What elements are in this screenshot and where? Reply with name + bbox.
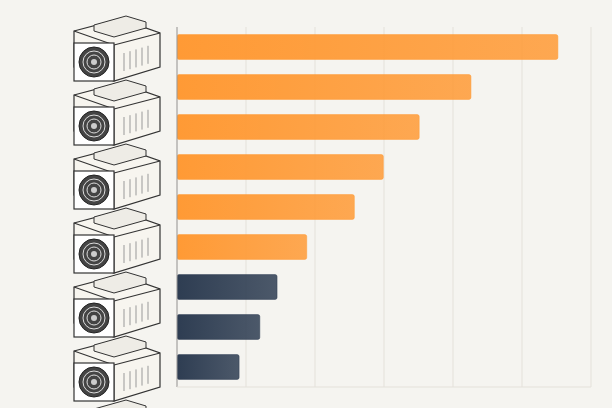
miner-fan-hub (91, 379, 97, 385)
axis-line (177, 27, 178, 387)
miner-fan-ring (83, 307, 105, 329)
miner-vent (136, 177, 137, 195)
miner-icon (74, 272, 160, 337)
miner-vent (148, 302, 149, 320)
miner-fan-ring (87, 311, 101, 325)
miner-psu (94, 336, 146, 357)
miner-vent (130, 307, 131, 325)
miner-face (74, 235, 114, 273)
grid-line (177, 27, 178, 387)
miner-vent (130, 115, 131, 133)
miner-vent (136, 113, 137, 131)
bar (177, 195, 354, 220)
miner-vent (142, 304, 143, 322)
miner-vent (124, 245, 125, 263)
miner-fan-hub (91, 315, 97, 321)
miner-vent (130, 51, 131, 69)
miner-fan (79, 111, 109, 141)
miner-psu (94, 144, 146, 165)
bar (177, 275, 277, 300)
miner-psu (94, 16, 146, 37)
miner-fan-ring (87, 247, 101, 261)
miner-vent (136, 305, 137, 323)
miner-fan (79, 47, 109, 77)
miner-vent (148, 174, 149, 192)
miner-fan-hub (91, 187, 97, 193)
miner-icon (74, 16, 160, 81)
chart (0, 0, 612, 408)
miner-fan-ring (83, 179, 105, 201)
miner-vent (142, 112, 143, 130)
miner-fan-ring (83, 115, 105, 137)
miner-fan (79, 239, 109, 269)
miner-psu (94, 208, 146, 229)
miner-vent (130, 371, 131, 389)
grid-line (522, 27, 523, 387)
miner-fan (79, 175, 109, 205)
miner-vent (136, 49, 137, 67)
miner-face (74, 299, 114, 337)
miner-face (74, 363, 114, 401)
miner-icon (74, 336, 160, 401)
bar (177, 355, 239, 380)
miner-fan-ring (83, 243, 105, 265)
miner-edge (74, 95, 160, 145)
miner-fan-hub (91, 123, 97, 129)
miner-edge (74, 223, 160, 273)
miner-icon (74, 80, 160, 145)
miner-vent (130, 179, 131, 197)
miner-face (74, 43, 114, 81)
miner-fan-ring (87, 375, 101, 389)
miner-fan-hub (91, 251, 97, 257)
bar (177, 115, 419, 140)
miner-fan (79, 367, 109, 397)
miner-vent (124, 53, 125, 71)
miner-edge (74, 31, 160, 81)
miner-vent (142, 176, 143, 194)
miner-icon (74, 144, 160, 209)
miner-vent (148, 366, 149, 384)
miner-edge (74, 287, 160, 337)
miner-vent (130, 243, 131, 261)
bars (177, 35, 558, 380)
miner-fan-ring (83, 371, 105, 393)
bar (177, 35, 558, 60)
bar (177, 235, 307, 260)
miner-icon (74, 400, 160, 408)
miner-fan-ring (87, 55, 101, 69)
miner-psu (94, 272, 146, 293)
miner-psu (94, 400, 146, 408)
axis-baseline (177, 387, 591, 388)
miner-vent (142, 368, 143, 386)
miner-vent (136, 241, 137, 259)
miner-icons (74, 16, 160, 408)
miner-fan-ring (87, 119, 101, 133)
miner-vent (148, 110, 149, 128)
miner-vent (142, 240, 143, 258)
miner-vent (124, 181, 125, 199)
miner-icon (74, 208, 160, 273)
miner-vent (136, 369, 137, 387)
miner-vent (124, 373, 125, 391)
miner-face (74, 107, 114, 145)
grid-line (591, 27, 592, 387)
miner-vent (142, 48, 143, 66)
bar (177, 155, 383, 180)
miner-fan-hub (91, 59, 97, 65)
miner-fan-ring (87, 183, 101, 197)
miner-fan (79, 303, 109, 333)
miner-edge (74, 351, 160, 401)
miner-psu (94, 80, 146, 101)
miner-edge (74, 159, 160, 209)
miner-face (74, 171, 114, 209)
bar (177, 315, 260, 340)
bar (177, 75, 471, 100)
miner-fan-ring (83, 51, 105, 73)
miner-vent (148, 238, 149, 256)
miner-vent (148, 46, 149, 64)
miner-vent (124, 117, 125, 135)
miner-vent (124, 309, 125, 327)
